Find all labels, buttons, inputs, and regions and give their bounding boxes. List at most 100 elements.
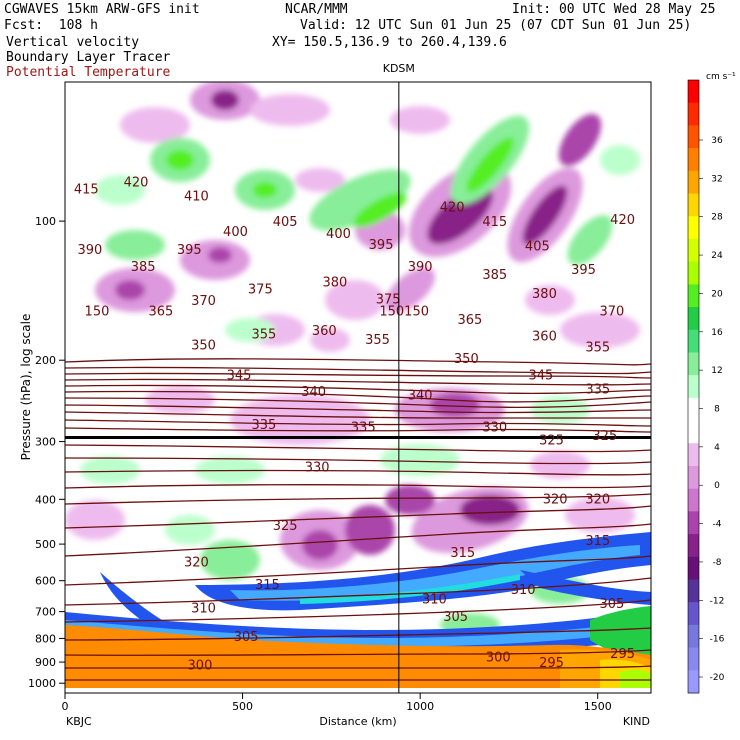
valid-time: Valid: 12 UTC Sun 01 Jun 25 (07 CDT Sun … — [300, 18, 692, 33]
colorbar-tick-label: -12 — [710, 596, 725, 606]
field-vertical-velocity: Vertical velocity — [6, 35, 140, 50]
colorbar-swatch — [688, 465, 699, 490]
cross-section-coords: XY= 150.5,136.9 to 260.4,139.6 — [272, 35, 507, 50]
y-tick-label: 900 — [35, 656, 56, 669]
isentrope-label: 360 — [312, 324, 337, 339]
isentrope-label: 350 — [191, 339, 216, 354]
isentrope-label: 365 — [148, 304, 173, 319]
isentrope-label: 370 — [191, 294, 216, 309]
isentrope-label: 375 — [248, 283, 273, 298]
tracer-blue-band — [65, 532, 651, 660]
colorbar-swatch — [688, 602, 699, 626]
y-axis: 100 200 300 400 500 600 700 800 900 1000 — [28, 215, 65, 690]
colorbar-swatch — [688, 420, 699, 444]
x-tick-label: 1500 — [584, 700, 612, 713]
isentrope-label: 150 — [85, 304, 110, 319]
y-tick-label: 1000 — [28, 677, 56, 690]
isentrope-label: 150 — [379, 304, 404, 319]
isentrope-label: 355 — [251, 327, 276, 342]
colorbar-tick-label: 20 — [711, 289, 723, 299]
colorbar-swatch — [688, 443, 699, 467]
isentrope-label: 405 — [525, 240, 550, 255]
colorbar-swatch — [688, 624, 699, 649]
colorbar-swatch — [688, 511, 699, 535]
y-tick-label: 800 — [35, 632, 56, 645]
isentrope-label: 320 — [585, 492, 610, 507]
isentrope-label: 340 — [301, 385, 326, 400]
colorbar-swatch — [688, 148, 699, 172]
colorbar-swatch — [688, 647, 699, 671]
isentrope-label: 345 — [528, 369, 553, 384]
tracer-orange-layer — [65, 625, 651, 693]
isentrope-label: 150 — [404, 304, 429, 319]
x-tick-label: 1000 — [406, 700, 434, 713]
isentrope-label: 315 — [255, 578, 280, 593]
isentrope-label: 400 — [326, 227, 351, 242]
isentrope-label: 335 — [585, 382, 610, 397]
x-axis: 0 500 1000 1500 — [62, 693, 612, 713]
colorbar-tick-label: -4 — [713, 520, 722, 530]
colorbar-tick-label: 28 — [711, 213, 723, 223]
isentrope-label: 305 — [443, 610, 468, 625]
colorbar-swatch — [688, 307, 699, 331]
isentrope-label: 325 — [592, 429, 617, 444]
isentrope-label: 380 — [532, 287, 557, 302]
colorbar-swatch — [688, 284, 699, 308]
isentrope-label: 355 — [585, 341, 610, 356]
isentrope-label: 325 — [539, 434, 564, 449]
colorbar-swatch — [688, 80, 699, 104]
isentrope-label: 295 — [539, 656, 564, 671]
colorbar-swatch — [688, 216, 699, 240]
isentrope-label: 375 — [376, 292, 401, 307]
y-tick-label: 700 — [35, 606, 56, 619]
y-tick-label: 500 — [35, 538, 56, 551]
isentrope-label: 330 — [482, 420, 507, 435]
isentrope-label: 345 — [227, 369, 252, 384]
colorbar-tick-label: -16 — [710, 635, 725, 645]
colorbar-tick-label: 16 — [711, 328, 723, 338]
institution-label: NCAR/MMM — [285, 2, 348, 17]
colorbar-swatch — [688, 125, 699, 149]
colorbar-swatch — [688, 193, 699, 217]
station-label-kdsm: KDSM — [383, 62, 415, 75]
isentrope-label: 305 — [600, 597, 625, 612]
isentrope-label: 395 — [177, 243, 202, 258]
isentrope-label: 360 — [532, 330, 557, 345]
isentrope-label: 320 — [184, 555, 209, 570]
isentrope-label: 320 — [543, 492, 568, 507]
isentrope-label: 385 — [131, 260, 156, 275]
isentrope-label: 350 — [454, 352, 479, 367]
colorbar-tick-label: 24 — [711, 251, 723, 261]
isentrope-label: 335 — [351, 420, 376, 435]
isentrope-label: 410 — [184, 189, 209, 204]
isentrope-label: 325 — [273, 519, 298, 534]
y-tick-label: 300 — [35, 436, 56, 449]
isentrope-label: 295 — [610, 647, 635, 662]
plot-field: 415 420 410 400 405 400 395 420 415 405 420 390 385 3… — [65, 82, 651, 693]
colorbar-tick-label: 0 — [714, 481, 720, 491]
isentrope-label: 400 — [223, 225, 248, 240]
colorbar-tick-label: 36 — [711, 136, 723, 146]
colorbar-tick-label: 12 — [711, 366, 722, 376]
vertical-velocity-shading — [65, 82, 640, 637]
colorbar-units: cm s⁻¹ — [706, 72, 736, 82]
isentrope-label: 370 — [600, 304, 625, 319]
station-label-kbjc: KBJC — [66, 715, 92, 728]
y-tick-label: 100 — [35, 215, 56, 228]
isentrope-label: 420 — [124, 175, 149, 190]
isentrope-label: 310 — [191, 601, 216, 616]
isentrope-label: 330 — [305, 461, 330, 476]
isentrope-label: 340 — [408, 388, 433, 403]
isentrope-label: 405 — [273, 215, 298, 230]
isentrope-label: 420 — [440, 201, 465, 216]
isentrope-label: 415 — [482, 215, 507, 230]
colorbar-swatch — [688, 375, 699, 399]
station-label-kind: KIND — [623, 715, 650, 728]
x-tick-label: 500 — [232, 700, 253, 713]
model-title: CGWAVES 15km ARW-GFS init — [4, 2, 200, 17]
isentrope-label: 315 — [450, 546, 475, 561]
isentrope-label: 300 — [188, 658, 213, 673]
colorbar-tick-label: 8 — [714, 405, 720, 415]
isentrope-label: 390 — [408, 260, 433, 275]
